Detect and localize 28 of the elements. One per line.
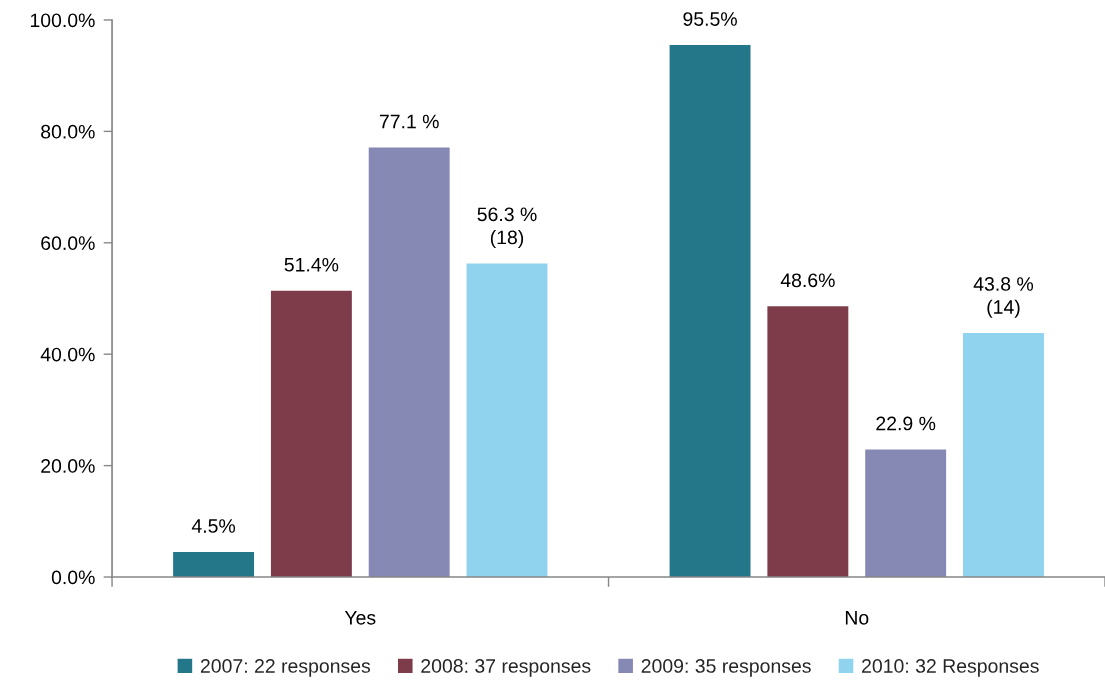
data-label: 77.1 % [379,114,439,129]
legend-label: 2010: 32 Responses [862,659,1039,677]
data-label: 95.5% [683,12,737,26]
y-tick-label: 60.0% [41,236,95,251]
y-tick-label: 80.0% [41,124,95,139]
bar [270,290,352,578]
legend-label: 2007: 22 responses [200,659,371,677]
bar [368,147,450,578]
y-tick-label: 40.0% [40,347,95,362]
y-tick-label: 20.0% [41,459,95,473]
data-label: 43.8 % (14) [973,277,1034,318]
bar [173,551,255,578]
bar [865,449,947,578]
data-label: 56.3 % (18) [477,207,537,249]
data-label: 51.4% [284,257,339,272]
data-label: 48.6% [780,273,835,288]
bar [669,45,751,578]
y-tick-label: 0.0% [51,570,95,585]
y-tick-label: 100.0% [30,13,95,28]
bar [466,263,548,578]
legend-label: 2009: 35 responses [641,659,811,677]
data-label: 22.9 % [876,416,936,431]
bar [963,333,1044,578]
bar [767,306,849,578]
data-label: 4.5% [191,519,236,533]
x-tick-label: No [845,611,869,625]
legend-label: 2008: 37 responses [421,659,591,677]
x-tick-label: Yes [344,611,376,625]
